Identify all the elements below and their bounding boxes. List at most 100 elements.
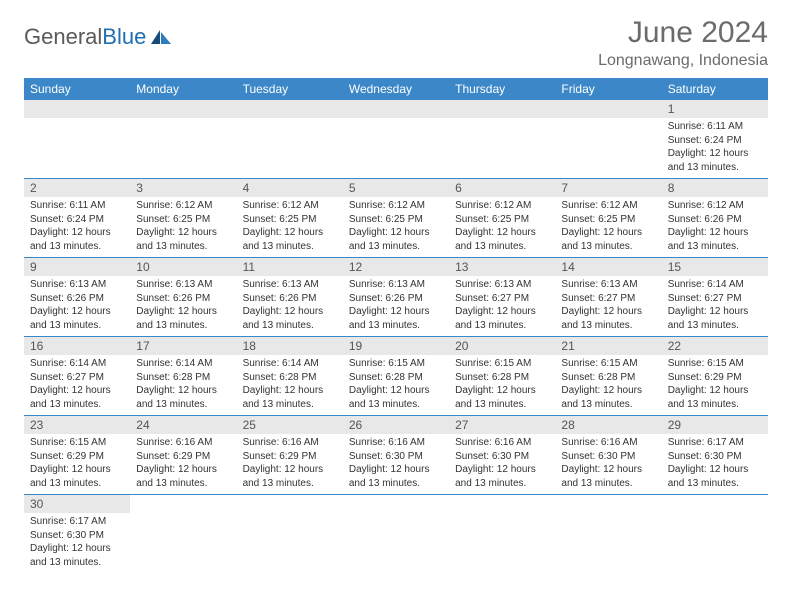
day-number: 15 <box>662 258 768 276</box>
calendar-week-row: 1Sunrise: 6:11 AMSunset: 6:24 PMDaylight… <box>24 100 768 179</box>
day-number: 9 <box>24 258 130 276</box>
day-number: 3 <box>130 179 236 197</box>
day-details: Sunrise: 6:16 AMSunset: 6:29 PMDaylight:… <box>237 434 343 494</box>
calendar-day-cell: 17Sunrise: 6:14 AMSunset: 6:28 PMDayligh… <box>130 337 236 416</box>
day-number: 6 <box>449 179 555 197</box>
sunset-line: Sunset: 6:25 PM <box>136 213 230 227</box>
day-details: Sunrise: 6:13 AMSunset: 6:26 PMDaylight:… <box>24 276 130 336</box>
daylight-line: Daylight: 12 hours and 13 minutes. <box>561 305 655 332</box>
calendar-empty-cell <box>24 100 130 179</box>
daylight-line: Daylight: 12 hours and 13 minutes. <box>349 384 443 411</box>
calendar-day-cell: 14Sunrise: 6:13 AMSunset: 6:27 PMDayligh… <box>555 258 661 337</box>
day-details: Sunrise: 6:15 AMSunset: 6:28 PMDaylight:… <box>343 355 449 415</box>
calendar-week-row: 16Sunrise: 6:14 AMSunset: 6:27 PMDayligh… <box>24 337 768 416</box>
calendar-empty-cell <box>449 100 555 179</box>
logo-sail-icon <box>149 28 173 46</box>
sunset-line: Sunset: 6:25 PM <box>561 213 655 227</box>
calendar-day-cell: 28Sunrise: 6:16 AMSunset: 6:30 PMDayligh… <box>555 416 661 495</box>
daylight-line: Daylight: 12 hours and 13 minutes. <box>30 542 124 569</box>
sunrise-line: Sunrise: 6:16 AM <box>243 436 337 450</box>
day-details: Sunrise: 6:17 AMSunset: 6:30 PMDaylight:… <box>662 434 768 494</box>
weekday-header-row: SundayMondayTuesdayWednesdayThursdayFrid… <box>24 78 768 100</box>
sunrise-line: Sunrise: 6:15 AM <box>30 436 124 450</box>
calendar-page: GeneralBlue June 2024 Longnawang, Indone… <box>0 0 792 589</box>
day-number: 18 <box>237 337 343 355</box>
day-number-empty <box>130 100 236 118</box>
day-number: 12 <box>343 258 449 276</box>
day-details: Sunrise: 6:13 AMSunset: 6:27 PMDaylight:… <box>449 276 555 336</box>
daylight-line: Daylight: 12 hours and 13 minutes. <box>30 226 124 253</box>
sunset-line: Sunset: 6:30 PM <box>455 450 549 464</box>
weekday-header: Thursday <box>449 78 555 100</box>
day-details: Sunrise: 6:14 AMSunset: 6:27 PMDaylight:… <box>24 355 130 415</box>
weekday-header: Monday <box>130 78 236 100</box>
day-details: Sunrise: 6:13 AMSunset: 6:26 PMDaylight:… <box>237 276 343 336</box>
weekday-header: Tuesday <box>237 78 343 100</box>
calendar-day-cell: 21Sunrise: 6:15 AMSunset: 6:28 PMDayligh… <box>555 337 661 416</box>
day-number-empty <box>449 100 555 118</box>
weekday-header: Saturday <box>662 78 768 100</box>
sunset-line: Sunset: 6:30 PM <box>668 450 762 464</box>
sunrise-line: Sunrise: 6:11 AM <box>668 120 762 134</box>
day-number: 5 <box>343 179 449 197</box>
day-details: Sunrise: 6:14 AMSunset: 6:28 PMDaylight:… <box>130 355 236 415</box>
calendar-empty-cell <box>343 100 449 179</box>
calendar-empty-cell <box>449 495 555 574</box>
title-block: June 2024 Longnawang, Indonesia <box>598 16 768 70</box>
calendar-day-cell: 1Sunrise: 6:11 AMSunset: 6:24 PMDaylight… <box>662 100 768 179</box>
calendar-empty-cell <box>662 495 768 574</box>
day-number: 4 <box>237 179 343 197</box>
sunset-line: Sunset: 6:26 PM <box>349 292 443 306</box>
day-number: 11 <box>237 258 343 276</box>
calendar-day-cell: 15Sunrise: 6:14 AMSunset: 6:27 PMDayligh… <box>662 258 768 337</box>
logo-text-2: Blue <box>102 24 146 50</box>
calendar-empty-cell <box>237 495 343 574</box>
day-number: 21 <box>555 337 661 355</box>
calendar-day-cell: 4Sunrise: 6:12 AMSunset: 6:25 PMDaylight… <box>237 179 343 258</box>
day-details: Sunrise: 6:15 AMSunset: 6:29 PMDaylight:… <box>24 434 130 494</box>
sunset-line: Sunset: 6:28 PM <box>136 371 230 385</box>
sunset-line: Sunset: 6:29 PM <box>668 371 762 385</box>
sunrise-line: Sunrise: 6:15 AM <box>561 357 655 371</box>
day-number: 1 <box>662 100 768 118</box>
sunrise-line: Sunrise: 6:12 AM <box>136 199 230 213</box>
day-number: 14 <box>555 258 661 276</box>
day-details: Sunrise: 6:16 AMSunset: 6:30 PMDaylight:… <box>449 434 555 494</box>
sunrise-line: Sunrise: 6:15 AM <box>455 357 549 371</box>
daylight-line: Daylight: 12 hours and 13 minutes. <box>349 305 443 332</box>
daylight-line: Daylight: 12 hours and 13 minutes. <box>243 226 337 253</box>
daylight-line: Daylight: 12 hours and 13 minutes. <box>243 463 337 490</box>
calendar-day-cell: 16Sunrise: 6:14 AMSunset: 6:27 PMDayligh… <box>24 337 130 416</box>
daylight-line: Daylight: 12 hours and 13 minutes. <box>668 147 762 174</box>
calendar-week-row: 2Sunrise: 6:11 AMSunset: 6:24 PMDaylight… <box>24 179 768 258</box>
calendar-empty-cell <box>555 495 661 574</box>
daylight-line: Daylight: 12 hours and 13 minutes. <box>561 226 655 253</box>
day-number: 25 <box>237 416 343 434</box>
sunrise-line: Sunrise: 6:13 AM <box>136 278 230 292</box>
daylight-line: Daylight: 12 hours and 13 minutes. <box>30 305 124 332</box>
daylight-line: Daylight: 12 hours and 13 minutes. <box>561 463 655 490</box>
month-title: June 2024 <box>598 16 768 50</box>
calendar-day-cell: 2Sunrise: 6:11 AMSunset: 6:24 PMDaylight… <box>24 179 130 258</box>
sunrise-line: Sunrise: 6:12 AM <box>243 199 337 213</box>
daylight-line: Daylight: 12 hours and 13 minutes. <box>30 384 124 411</box>
daylight-line: Daylight: 12 hours and 13 minutes. <box>136 384 230 411</box>
sunrise-line: Sunrise: 6:14 AM <box>668 278 762 292</box>
sunset-line: Sunset: 6:30 PM <box>349 450 443 464</box>
sunrise-line: Sunrise: 6:17 AM <box>30 515 124 529</box>
weekday-header: Friday <box>555 78 661 100</box>
daylight-line: Daylight: 12 hours and 13 minutes. <box>136 226 230 253</box>
day-number: 30 <box>24 495 130 513</box>
sunrise-line: Sunrise: 6:16 AM <box>561 436 655 450</box>
calendar-week-row: 30Sunrise: 6:17 AMSunset: 6:30 PMDayligh… <box>24 495 768 574</box>
sunrise-line: Sunrise: 6:13 AM <box>561 278 655 292</box>
day-number: 16 <box>24 337 130 355</box>
sunrise-line: Sunrise: 6:14 AM <box>243 357 337 371</box>
day-details: Sunrise: 6:15 AMSunset: 6:28 PMDaylight:… <box>555 355 661 415</box>
day-details: Sunrise: 6:13 AMSunset: 6:26 PMDaylight:… <box>343 276 449 336</box>
sunrise-line: Sunrise: 6:16 AM <box>455 436 549 450</box>
sunset-line: Sunset: 6:24 PM <box>30 213 124 227</box>
sunset-line: Sunset: 6:25 PM <box>349 213 443 227</box>
sunrise-line: Sunrise: 6:12 AM <box>668 199 762 213</box>
daylight-line: Daylight: 12 hours and 13 minutes. <box>668 463 762 490</box>
